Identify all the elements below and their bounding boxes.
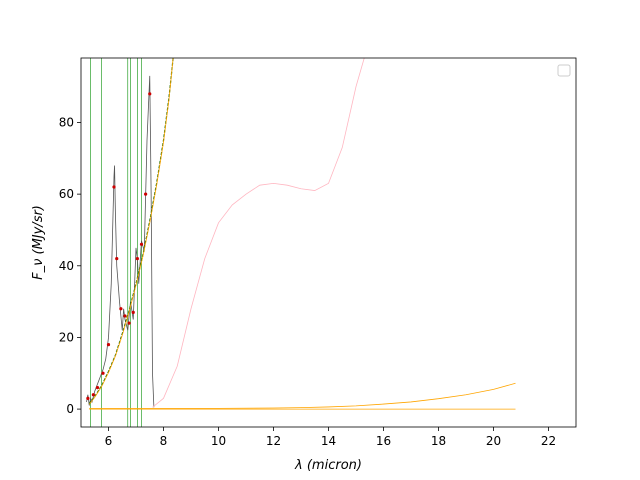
data-point bbox=[123, 314, 127, 318]
x-tick-label: 10 bbox=[211, 434, 226, 448]
y-tick-label: 40 bbox=[59, 259, 74, 273]
legend-box bbox=[557, 64, 571, 77]
series-line-model-pink bbox=[152, 58, 365, 408]
x-tick-label: 6 bbox=[105, 434, 113, 448]
y-axis-ticks: 0 20 40 60 80 bbox=[59, 115, 81, 416]
x-tick-label: 22 bbox=[541, 434, 556, 448]
data-point bbox=[139, 242, 144, 246]
series-line-model-orange-rising bbox=[89, 382, 516, 409]
data-point bbox=[144, 192, 148, 196]
series-line-continuum-component bbox=[88, 58, 174, 405]
data-point bbox=[148, 92, 152, 96]
x-tick-label: 20 bbox=[486, 434, 501, 448]
data-point bbox=[127, 321, 131, 325]
data-point bbox=[112, 185, 116, 189]
y-tick-label: 20 bbox=[59, 330, 74, 344]
data-point bbox=[101, 371, 105, 375]
y-axis-label: F_ν (MJy/sr) bbox=[31, 205, 46, 280]
data-point bbox=[135, 257, 139, 261]
series-line-observed-spectrum bbox=[86, 75, 155, 408]
series-layer bbox=[86, 58, 516, 410]
data-point bbox=[91, 393, 95, 397]
y-tick-label: 60 bbox=[59, 187, 74, 201]
data-point bbox=[119, 307, 123, 311]
x-tick-label: 18 bbox=[431, 434, 446, 448]
y-tick-label: 0 bbox=[66, 402, 74, 416]
data-point bbox=[131, 310, 135, 314]
x-tick-label: 14 bbox=[321, 434, 336, 448]
data-point bbox=[95, 385, 100, 390]
x-axis-label: λ (micron) bbox=[294, 458, 362, 473]
data-point bbox=[86, 396, 90, 400]
x-tick-label: 16 bbox=[376, 434, 391, 448]
x-axis-ticks: 6 8 10 12 14 16 18 20 22 bbox=[105, 427, 556, 448]
x-tick-label: 12 bbox=[266, 434, 281, 448]
x-tick-label: 8 bbox=[160, 434, 168, 448]
plot-area-background bbox=[81, 58, 576, 427]
y-tick-label: 80 bbox=[59, 115, 74, 129]
data-point bbox=[115, 257, 119, 261]
data-point bbox=[106, 343, 111, 347]
